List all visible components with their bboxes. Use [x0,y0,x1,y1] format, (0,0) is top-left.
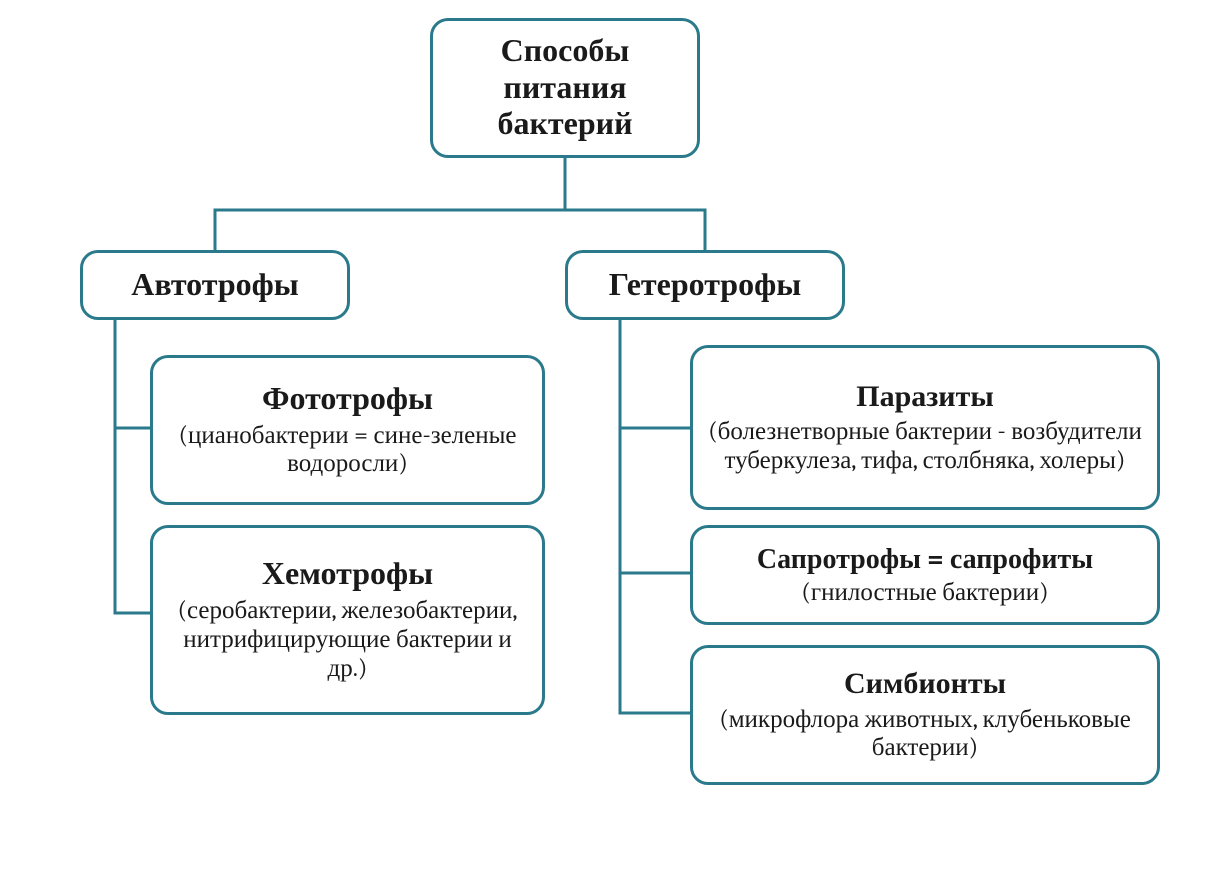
edge-heterotrophs-parasites [620,320,690,428]
node-saprotrophs-title: Сапротрофы = сапрофиты [757,543,1093,575]
node-phototrophs-sub: (цианобактерии = сине-зеленые водоросли) [167,422,528,480]
edge-root-autotrophs [215,158,565,250]
node-heterotrophs-title: Гетеротрофы [609,267,801,304]
node-saprotrophs: Сапротрофы = сапрофиты (гнилостные бакте… [690,525,1160,625]
node-chemotrophs: Хемотрофы (серобактерии, железобактерии,… [150,525,545,715]
node-heterotrophs: Гетеротрофы [565,250,845,320]
node-chemotrophs-sub: (серобактерии, железобактерии, нитрифици… [167,597,528,683]
node-symbionts-sub: (микрофлора животных, клубеньковые бакте… [707,706,1143,764]
node-phototrophs: Фототрофы (цианобактерии = сине-зеленые … [150,355,545,505]
node-chemotrophs-title: Хемотрофы [262,556,433,593]
edge-autotrophs-phototrophs [115,320,150,428]
node-autotrophs-title: Автотрофы [131,267,299,304]
node-symbionts: Симбионты (микрофлора животных, клубеньк… [690,645,1160,785]
node-root-title: Способы питания бактерий [447,33,683,143]
node-autotrophs: Автотрофы [80,250,350,320]
edge-autotrophs-chemotrophs [115,320,150,613]
edge-heterotrophs-saprotrophs [620,320,690,573]
node-saprotrophs-sub: (гнилостные бактерии) [801,579,1048,608]
node-parasites: Паразиты (болезнетворные бактерии - возб… [690,345,1160,510]
node-parasites-sub: (болезнетворные бактерии - возбудители т… [707,418,1143,476]
node-root: Способы питания бактерий [430,18,700,158]
edge-root-heterotrophs [565,158,705,250]
edge-heterotrophs-symbionts [620,320,690,713]
node-parasites-title: Паразиты [856,380,994,415]
node-symbionts-title: Симбионты [844,667,1006,702]
node-phototrophs-title: Фототрофы [262,381,433,418]
